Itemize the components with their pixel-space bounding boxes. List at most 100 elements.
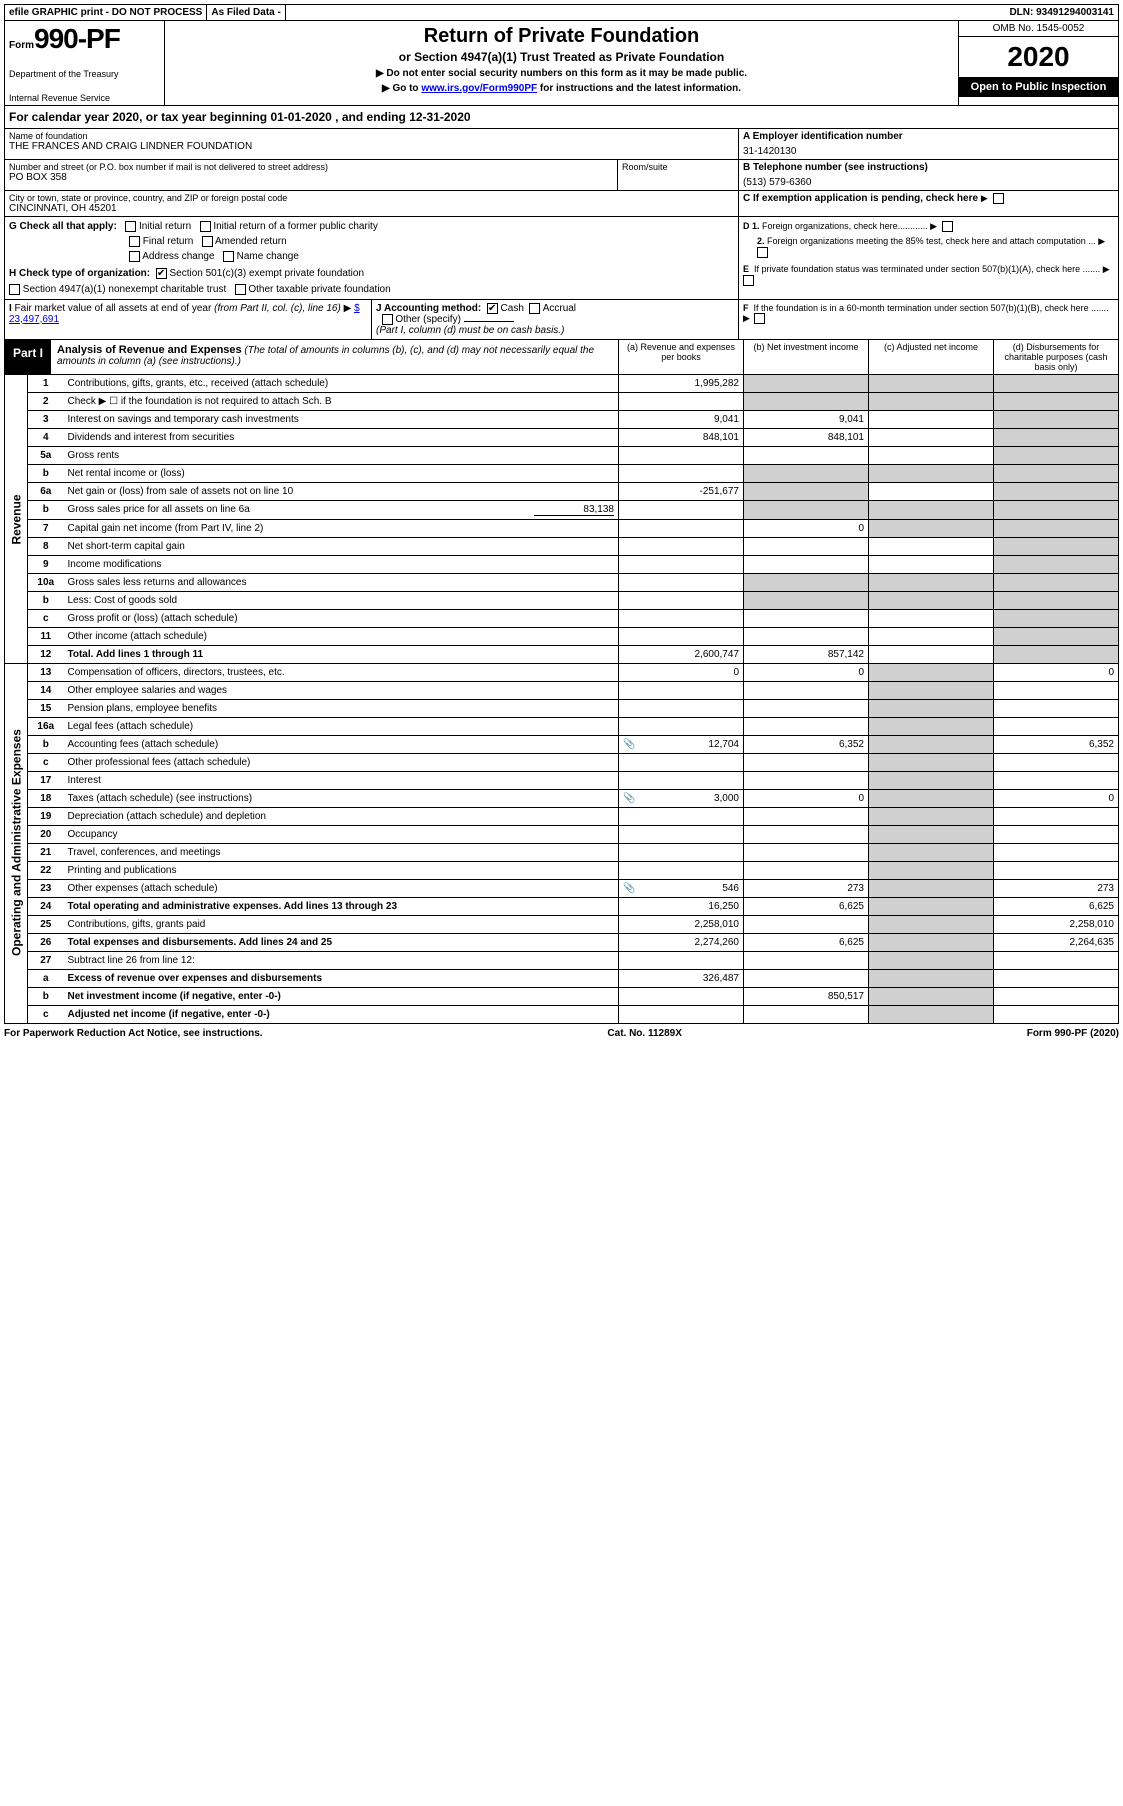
part1-title: Analysis of Revenue and Expenses	[57, 344, 242, 356]
cell: a	[28, 969, 64, 987]
cell	[744, 915, 869, 933]
g-address-change-checkbox[interactable]	[129, 251, 140, 262]
address-label: Number and street (or P.O. box number if…	[9, 162, 613, 172]
table-row: Operating and Administrative Expenses13C…	[5, 663, 1119, 681]
arrow-icon	[1098, 236, 1107, 246]
cell	[869, 464, 994, 482]
j-accrual-label: Accrual	[543, 303, 576, 314]
j-cash-checkbox[interactable]	[487, 303, 498, 314]
cell: Total expenses and disbursements. Add li…	[64, 933, 619, 951]
d2-checkbox[interactable]	[757, 247, 768, 258]
cell	[994, 482, 1119, 500]
cell: b	[28, 987, 64, 1005]
table-row: 27Subtract line 26 from line 12:	[5, 951, 1119, 969]
foundation-name-label: Name of foundation	[9, 131, 734, 141]
cell	[619, 951, 744, 969]
cell	[994, 681, 1119, 699]
g-initial-return-checkbox[interactable]	[125, 221, 136, 232]
cell	[869, 375, 994, 393]
cell	[619, 392, 744, 410]
cell: b	[28, 500, 64, 519]
dept-treasury: Department of the Treasury	[9, 69, 160, 79]
e-line: E If private foundation status was termi…	[743, 264, 1114, 286]
part1-label: Part I	[5, 340, 51, 374]
col-c-header: (c) Adjusted net income	[868, 340, 993, 374]
cell: Total. Add lines 1 through 11	[64, 645, 619, 663]
open-to-public: Open to Public Inspection	[959, 77, 1118, 97]
cell	[869, 500, 994, 519]
cell	[869, 699, 994, 717]
address-value: PO BOX 358	[9, 172, 613, 183]
table-row: cGross profit or (loss) (attach schedule…	[5, 609, 1119, 627]
j-accrual-checkbox[interactable]	[529, 303, 540, 314]
g-amended-checkbox[interactable]	[202, 236, 213, 247]
cell	[619, 753, 744, 771]
arrow-icon	[743, 313, 752, 323]
cell	[994, 591, 1119, 609]
g-name-change-checkbox[interactable]	[223, 251, 234, 262]
cell	[619, 537, 744, 555]
cell: Other employee salaries and wages	[64, 681, 619, 699]
cell: 6,352	[994, 735, 1119, 753]
cell	[619, 843, 744, 861]
cell	[869, 537, 994, 555]
g-initial-former-checkbox[interactable]	[200, 221, 211, 232]
paperwork-notice: For Paperwork Reduction Act Notice, see …	[4, 1028, 263, 1039]
cell	[619, 861, 744, 879]
e-checkbox[interactable]	[743, 275, 754, 286]
cell: 2,600,747	[619, 645, 744, 663]
cell: 22	[28, 861, 64, 879]
table-row: Revenue1Contributions, gifts, grants, et…	[5, 375, 1119, 393]
top-bar: efile GRAPHIC print - DO NOT PROCESS As …	[4, 4, 1119, 21]
cell	[869, 789, 994, 807]
cell: -251,677	[619, 482, 744, 500]
cell: 2,258,010	[619, 915, 744, 933]
table-row: 24Total operating and administrative exp…	[5, 897, 1119, 915]
cell: 24	[28, 897, 64, 915]
cell	[869, 951, 994, 969]
j-other-checkbox[interactable]	[382, 314, 393, 325]
cell	[744, 573, 869, 591]
dln-label: DLN:	[1009, 7, 1033, 18]
cell	[619, 573, 744, 591]
cell: 273	[744, 879, 869, 897]
cell	[994, 500, 1119, 519]
h-501c3-checkbox[interactable]	[156, 268, 167, 279]
cell	[744, 591, 869, 609]
cell	[994, 428, 1119, 446]
cell	[744, 699, 869, 717]
g-final-checkbox[interactable]	[129, 236, 140, 247]
exemption-checkbox[interactable]	[993, 193, 1004, 204]
h-other-checkbox[interactable]	[235, 284, 246, 295]
attachment-icon[interactable]: 📎	[623, 883, 635, 894]
cell	[994, 1005, 1119, 1023]
g-row2: Final return Amended return	[129, 236, 734, 247]
table-row: 19Depreciation (attach schedule) and dep…	[5, 807, 1119, 825]
cell	[869, 807, 994, 825]
cell	[619, 987, 744, 1005]
cell: Travel, conferences, and meetings	[64, 843, 619, 861]
d1-checkbox[interactable]	[942, 221, 953, 232]
cell	[744, 861, 869, 879]
cell	[994, 771, 1119, 789]
j-note: (Part I, column (d) must be on cash basi…	[376, 325, 564, 336]
attachment-icon[interactable]: 📎	[623, 739, 635, 750]
j-other-label: Other (specify)	[395, 314, 461, 325]
j-other-input[interactable]	[464, 321, 514, 322]
cell: 9,041	[619, 410, 744, 428]
calyear-mid: , and ending	[332, 110, 409, 124]
col-b-header: (b) Net investment income	[743, 340, 868, 374]
attachment-icon[interactable]: 📎	[623, 793, 635, 804]
instructions-link[interactable]: www.irs.gov/Form990PF	[421, 83, 537, 94]
h-4947-checkbox[interactable]	[9, 284, 20, 295]
table-row: 7Capital gain net income (from Part IV, …	[5, 519, 1119, 537]
cell: Printing and publications	[64, 861, 619, 879]
cell	[744, 969, 869, 987]
ein-value: 31-1420130	[743, 146, 1114, 157]
j-label: J Accounting method:	[376, 303, 481, 314]
f-checkbox[interactable]	[754, 313, 765, 324]
cell	[869, 392, 994, 410]
cell: 10a	[28, 573, 64, 591]
cell	[869, 897, 994, 915]
table-row: aExcess of revenue over expenses and dis…	[5, 969, 1119, 987]
